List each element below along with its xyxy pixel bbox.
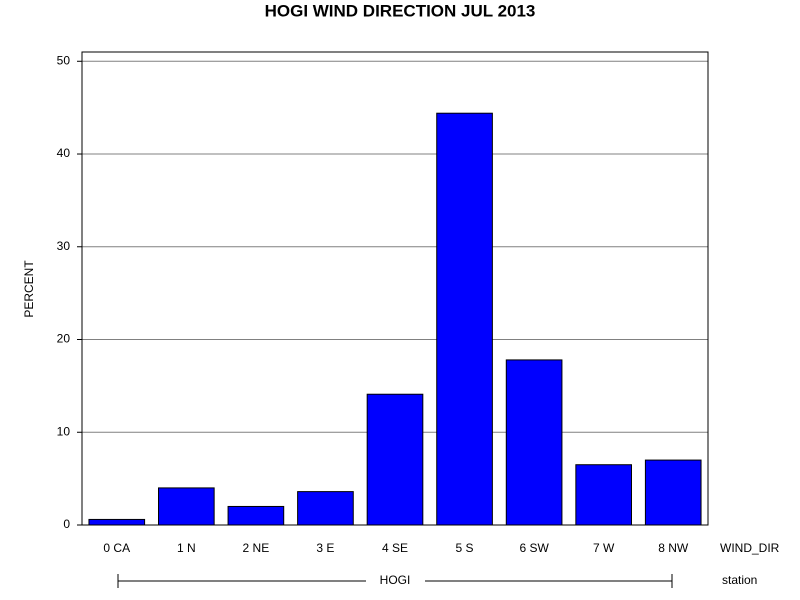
chart-title: HOGI WIND DIRECTION JUL 2013 [265, 1, 536, 20]
bar [158, 487, 215, 526]
x-tick-label: 4 SE [382, 541, 408, 555]
bar [227, 505, 285, 526]
x-axis-label: WIND_DIR [720, 541, 780, 555]
bar [575, 464, 632, 526]
x-tick-label: 3 E [316, 541, 334, 555]
y-tick-label: 30 [57, 239, 71, 253]
group-label: HOGI [380, 573, 411, 587]
y-axis-label: PERCENT [22, 260, 36, 318]
plot-frame [81, 51, 709, 526]
bar [297, 491, 354, 526]
y-tick-label: 40 [57, 146, 71, 160]
x-tick-label: 6 SW [519, 541, 549, 555]
bar [644, 459, 702, 526]
x-tick-label: 2 NE [243, 541, 270, 555]
x-tick-label: 1 N [177, 541, 196, 555]
x-tick-label: 7 W [593, 541, 615, 555]
bar [366, 393, 424, 526]
y-tick-label: 50 [57, 53, 71, 67]
y-tick-label: 0 [63, 517, 70, 531]
bar [436, 112, 493, 526]
y-tick-label: 10 [57, 424, 71, 438]
x-tick-label: 8 NW [658, 541, 689, 555]
x-tick-label: 5 S [456, 541, 474, 555]
bar [505, 359, 563, 526]
bar [88, 518, 146, 526]
y-tick-label: 20 [57, 332, 71, 346]
group-axis-label: station [722, 573, 757, 587]
x-tick-label: 0 CA [103, 541, 130, 555]
